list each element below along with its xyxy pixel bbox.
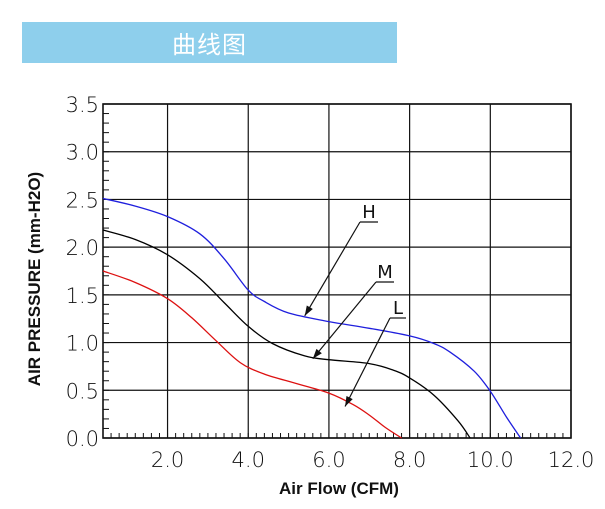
series-line-M bbox=[102, 229, 471, 439]
series-label-L: L bbox=[393, 298, 403, 319]
series-line-H bbox=[102, 197, 522, 439]
series-label-H: H bbox=[362, 202, 376, 223]
y-tick-label: 0.0 bbox=[66, 427, 99, 451]
x-tick-label: 8.0 bbox=[393, 448, 426, 472]
arrowhead-H bbox=[304, 305, 313, 316]
leader-line-M bbox=[312, 281, 377, 360]
x-tick-label: 12.0 bbox=[548, 448, 595, 472]
leader-line-L bbox=[344, 317, 391, 407]
series-label-M: M bbox=[377, 262, 393, 283]
y-tick-label: 1.0 bbox=[66, 332, 99, 356]
chart-title-banner: 曲线图 bbox=[22, 22, 397, 63]
arrowhead-M bbox=[312, 348, 322, 359]
y-tick-label: 0.5 bbox=[66, 379, 99, 403]
leader-line-H bbox=[304, 221, 361, 317]
series-line-L bbox=[102, 270, 402, 439]
x-tick-label: 6.0 bbox=[312, 448, 345, 472]
arrowhead-L bbox=[345, 396, 353, 407]
x-axis-title: Air Flow (CFM) bbox=[279, 479, 399, 498]
x-tick-label: 2.0 bbox=[151, 448, 184, 472]
x-tick-label: 4.0 bbox=[232, 448, 265, 472]
y-axis-title: AIR PRESSURE (mm-H2O) bbox=[25, 172, 44, 386]
y-tick-label: 1.5 bbox=[66, 284, 99, 308]
plot-frame bbox=[102, 103, 572, 439]
y-tick-label: 2.5 bbox=[66, 188, 99, 212]
y-tick-label: 3.0 bbox=[66, 141, 99, 165]
y-tick-label: 2.0 bbox=[66, 236, 99, 260]
x-tick-label: 10.0 bbox=[467, 448, 514, 472]
y-tick-label: 3.5 bbox=[66, 93, 99, 117]
